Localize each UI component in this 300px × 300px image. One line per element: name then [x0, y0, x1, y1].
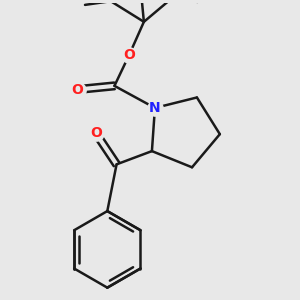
Text: O: O	[123, 48, 135, 62]
Text: N: N	[149, 101, 161, 115]
Text: O: O	[90, 126, 102, 140]
Text: O: O	[72, 82, 84, 97]
